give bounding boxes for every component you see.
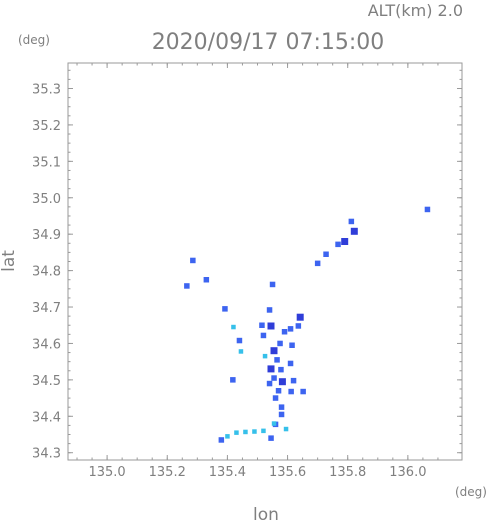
y-tick-label: 35.3 xyxy=(32,82,61,97)
echo-cell xyxy=(300,388,306,395)
echo-cell xyxy=(261,428,266,434)
y-tick-label: 35.0 xyxy=(32,192,61,207)
echo-cell xyxy=(218,437,225,443)
echo-cell xyxy=(323,251,329,257)
echo-cell xyxy=(266,380,273,387)
echo-cell xyxy=(271,421,277,426)
echo-cell xyxy=(269,281,276,288)
y-unit-label: (deg) xyxy=(18,33,50,47)
echo-cell xyxy=(290,377,297,384)
echo-cell xyxy=(230,377,236,383)
echo-cell xyxy=(350,227,358,235)
echo-cell xyxy=(238,349,244,354)
echo-cell xyxy=(190,257,196,264)
echo-cell xyxy=(203,277,210,283)
x-tick-label: 135.2 xyxy=(149,465,186,480)
y-tick-label: 34.5 xyxy=(32,374,61,389)
echo-cell xyxy=(335,241,341,248)
y-tick-label: 34.9 xyxy=(32,228,61,243)
echo-cell xyxy=(424,206,431,213)
x-axis-title: lon xyxy=(253,505,279,521)
echo-cell xyxy=(243,429,248,435)
echo-cell xyxy=(270,347,278,355)
echo-cell xyxy=(278,366,284,373)
plot-frame xyxy=(67,62,463,461)
echo-cell xyxy=(348,218,355,225)
echo-cell xyxy=(296,313,304,321)
echo-cell xyxy=(278,404,285,410)
echo-cell xyxy=(266,307,273,313)
radar-echoes xyxy=(184,206,431,443)
y-tick-label: 34.7 xyxy=(32,301,61,316)
echo-cell xyxy=(341,238,349,245)
echo-cell xyxy=(278,411,285,418)
echo-cell xyxy=(281,329,288,335)
x-tick-label: 135.0 xyxy=(88,465,125,480)
echo-cell xyxy=(184,283,190,289)
echo-cell xyxy=(271,375,277,381)
x-tick-label: 136.0 xyxy=(389,465,426,480)
y-tick-label: 34.4 xyxy=(32,410,61,425)
echo-cell xyxy=(275,388,282,394)
echo-cell xyxy=(277,340,283,347)
echo-cell xyxy=(295,323,302,329)
altitude-label: ALT(km) 2.0 xyxy=(368,1,463,20)
axis-ticks: 135.0 135.2 135.4 135.6 135.8 136.0 34.3 34.4 34… xyxy=(32,63,462,480)
y-tick-label: 35.1 xyxy=(32,155,61,170)
echo-cell xyxy=(262,353,268,359)
echo-cell xyxy=(231,324,236,330)
y-axis-title: lat xyxy=(0,250,19,272)
x-unit-label: (deg) xyxy=(455,485,487,499)
echo-cell xyxy=(274,357,280,363)
y-tick-label: 35.2 xyxy=(32,119,61,134)
echo-cell xyxy=(288,388,294,395)
echo-cell xyxy=(267,322,275,330)
echo-cell xyxy=(267,365,275,373)
y-tick-label: 34.3 xyxy=(32,447,61,462)
x-tick-label: 135.8 xyxy=(329,465,366,480)
echo-cell xyxy=(314,260,321,267)
echo-cell xyxy=(268,435,274,441)
echo-cell xyxy=(225,434,230,439)
echo-cell xyxy=(236,337,243,344)
echo-cell xyxy=(272,395,279,401)
echo-cell xyxy=(252,429,257,434)
echo-cell xyxy=(287,360,294,367)
chart-title: 2020/09/17 07:15:00 xyxy=(152,30,385,55)
echo-cell xyxy=(222,306,228,312)
echo-cell xyxy=(283,426,289,432)
y-tick-label: 34.6 xyxy=(32,337,61,352)
x-tick-label: 135.4 xyxy=(209,465,246,480)
x-tick-label: 135.6 xyxy=(269,465,306,480)
echo-cell xyxy=(234,430,239,435)
echo-cell xyxy=(289,342,295,348)
echo-cell xyxy=(287,326,294,332)
echo-cell xyxy=(278,378,286,386)
echo-cell xyxy=(260,332,267,339)
y-tick-label: 34.8 xyxy=(32,265,61,280)
echo-cell xyxy=(259,322,265,328)
